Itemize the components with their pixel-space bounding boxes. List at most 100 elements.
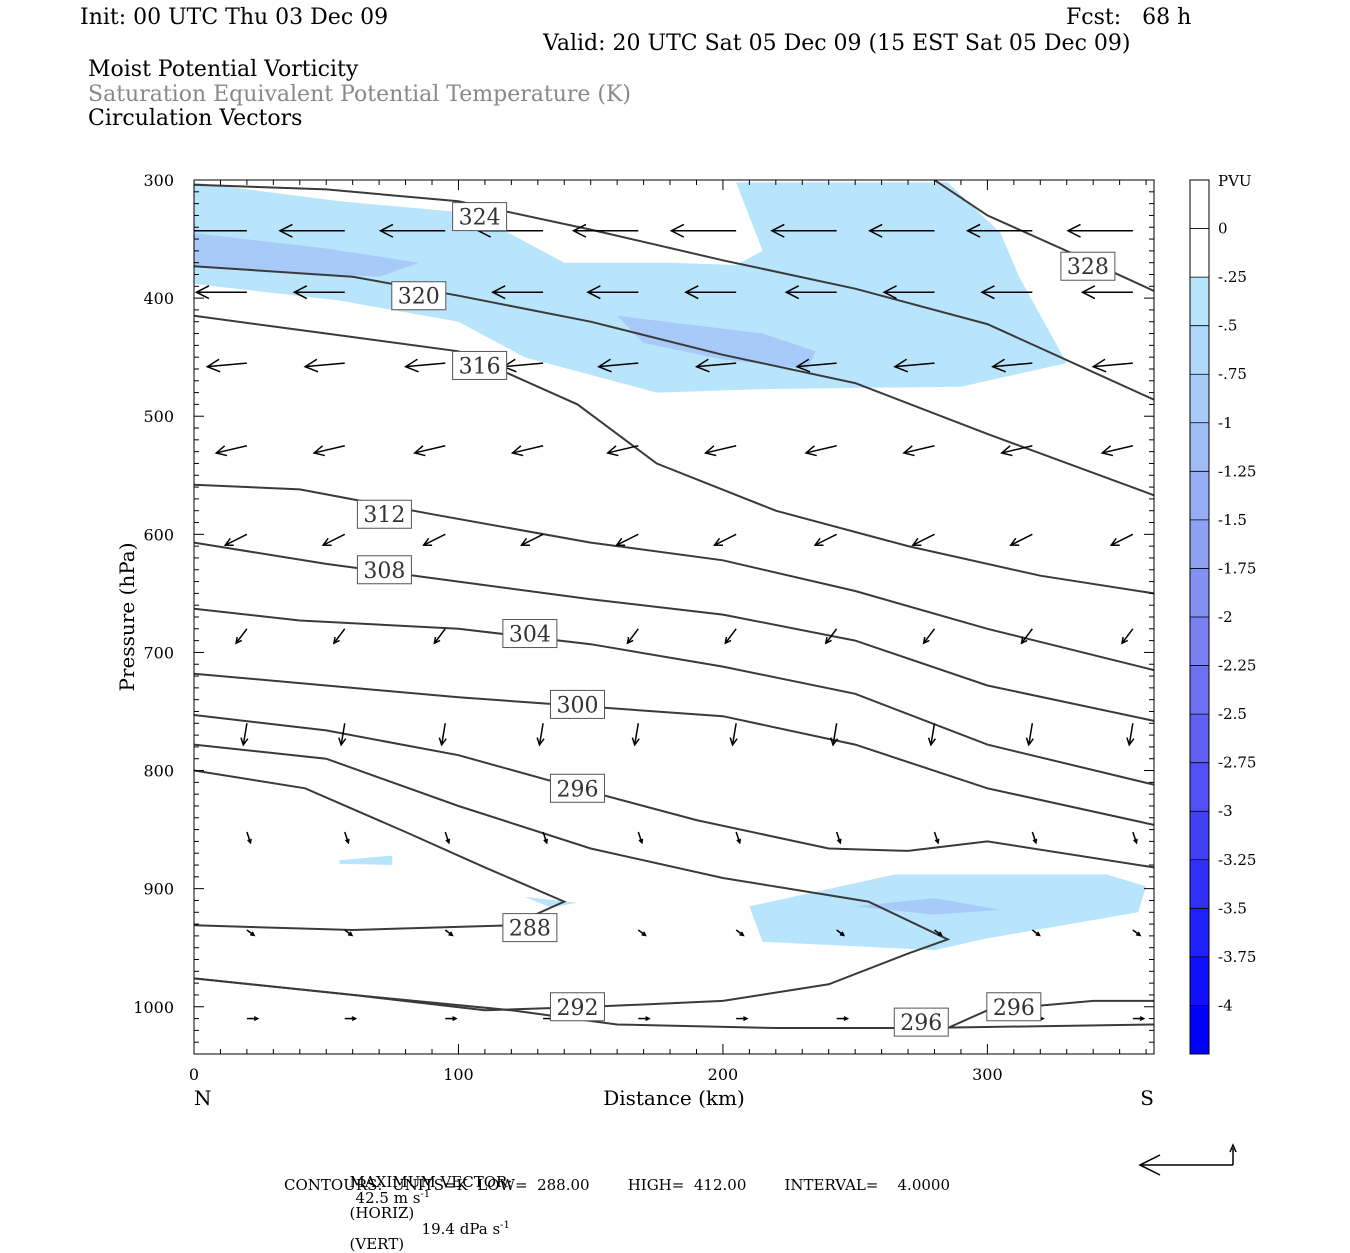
theta-contour-296 (947, 999, 1154, 1029)
vector-8-2 (444, 929, 454, 937)
svg-text:288: 288 (509, 917, 551, 942)
vector-2-7 (893, 358, 935, 373)
theta-contour-320 (194, 265, 1154, 497)
max-vector-info: MAXIMUM VECTOR: 42.5 m s-1 (HORIZ) 19.4 … (340, 1160, 513, 1252)
south-label: S (1140, 1086, 1154, 1110)
colorbar-cell-9 (1190, 617, 1209, 667)
colorbar-label-11: -2.75 (1218, 754, 1256, 772)
forecast-hour: Fcst: 68 h (1066, 5, 1192, 30)
svg-text:296: 296 (900, 1011, 942, 1036)
contour-label-320: 320 (391, 281, 447, 311)
theta-contour-296 (194, 714, 1154, 869)
vector-9-9 (1132, 1016, 1146, 1022)
colorbar-label-13: -3.25 (1218, 851, 1256, 869)
y-tick-600: 600 (143, 525, 174, 544)
field-title-vectors: Circulation Vectors (88, 106, 303, 131)
vector-6-2 (438, 723, 447, 747)
colorbar-cell-7 (1190, 519, 1209, 569)
vector-6-4 (631, 723, 640, 747)
theta-contour-288 (194, 769, 567, 932)
contour-label-296: 296 (986, 992, 1042, 1022)
vector-2-0 (205, 358, 247, 373)
vector-6-3 (536, 723, 545, 747)
colorbar-unit: PVU (1218, 172, 1252, 190)
pv-area-5 (339, 855, 393, 865)
init-time: Init: 00 UTC Thu 03 Dec 09 (80, 5, 389, 30)
vector-3-9 (1100, 445, 1134, 457)
colorbar-label-2: -.5 (1218, 317, 1237, 335)
vector-3-8 (1000, 445, 1033, 457)
theta-contour-312 (194, 483, 1154, 672)
vector-0-2 (378, 223, 446, 238)
x-tick-300: 300 (972, 1065, 1003, 1084)
contour-label-300: 300 (549, 689, 605, 719)
colorbar-cell-15 (1190, 908, 1209, 958)
valid-time: Valid: 20 UTC Sat 05 Dec 09 (15 EST Sat … (543, 31, 1131, 56)
y-axis-title: Pressure (hPa) (115, 543, 139, 692)
vector-0-8 (965, 223, 1033, 238)
svg-text:320: 320 (398, 285, 440, 310)
vector-4-9 (1109, 533, 1134, 546)
vector-6-8 (1025, 723, 1034, 747)
vector-0-0 (194, 223, 247, 238)
vector-9-5 (736, 1016, 749, 1022)
field-title-pv: Moist Potential Vorticity (88, 57, 359, 82)
vector-7-3 (542, 831, 549, 845)
vector-2-6 (795, 358, 837, 373)
vector-2-3 (501, 358, 544, 373)
svg-text:328: 328 (1067, 255, 1109, 280)
colorbar-cell-11 (1190, 714, 1209, 764)
vector-4-0 (223, 533, 248, 546)
pv-area-2 (617, 315, 816, 369)
svg-text:316: 316 (459, 354, 501, 379)
contour-label-308: 308 (356, 555, 412, 585)
max-vector-vert-exp: -1 (500, 1220, 510, 1231)
vector-5-9 (1121, 628, 1134, 645)
contour-label-324: 324 (452, 202, 508, 232)
vector-4-2 (422, 533, 446, 546)
vector-3-3 (510, 445, 544, 457)
vector-3-2 (413, 445, 446, 457)
vector-5-7 (922, 628, 936, 645)
max-vector-horiz-tag: (HORIZ) (349, 1204, 415, 1222)
north-label: N (194, 1086, 212, 1110)
svg-text:324: 324 (459, 206, 501, 231)
colorbar-label-1: -.25 (1218, 268, 1247, 286)
vector-2-2 (403, 358, 446, 373)
vector-8-4 (637, 929, 647, 937)
colorbar: 0 -.25 -.5 -.75 -1 -1.25 -1.5 -1.75 -2 -2.25 -2.5 -… (1189, 179, 1256, 1055)
colorbar-cell-10 (1190, 665, 1209, 715)
max-vector-label: MAXIMUM VECTOR: (349, 1173, 513, 1191)
vector-3-4 (606, 445, 639, 457)
vector-6-5 (729, 723, 738, 747)
vector-5-1 (332, 628, 346, 645)
vector-8-8 (1031, 929, 1041, 937)
contour-labels: 324 320 316 312 308 304 300 296 292 288 296 296 328 (356, 202, 1116, 1037)
x-tick-200: 200 (708, 1065, 739, 1084)
colorbar-cell-17 (1190, 1005, 1209, 1055)
contour-info: CONTOURS: UNITS=K LOW= 288.00 HIGH= 412.… (284, 1176, 950, 1194)
y-tick-1000: 1000 (133, 998, 174, 1017)
vector-7-9 (1132, 831, 1138, 845)
pv-area-4 (855, 898, 1001, 915)
svg-text:292: 292 (556, 996, 598, 1021)
contour-label-316: 316 (452, 350, 508, 380)
y-tick-500: 500 (143, 407, 174, 426)
vector-8-9 (1132, 929, 1142, 937)
pv-area-1 (194, 233, 419, 277)
vector-3-5 (703, 445, 737, 457)
vector-1-5 (684, 285, 737, 300)
contour-label-292: 292 (549, 992, 605, 1022)
colorbar-label-5: -1.25 (1218, 462, 1256, 480)
cross-section-chart: 324320316312308304300296292288296296328 … (115, 171, 1256, 1176)
vector-5-6 (824, 628, 838, 645)
vector-2-1 (303, 358, 345, 373)
vector-5-5 (724, 628, 737, 645)
vector-1-8 (980, 285, 1033, 300)
vector-0-7 (868, 223, 935, 238)
pv-area-6 (524, 896, 578, 908)
theta-contour-304 (194, 607, 1154, 786)
vector-0-4 (571, 223, 639, 238)
vector-1-6 (784, 285, 837, 300)
colorbar-cell-16 (1190, 956, 1209, 1006)
